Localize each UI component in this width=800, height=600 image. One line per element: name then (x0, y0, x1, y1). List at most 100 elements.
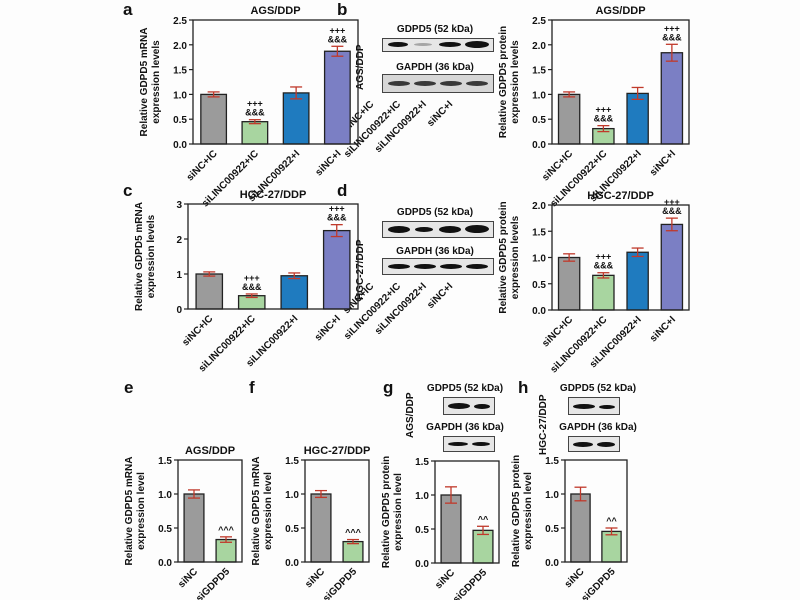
blot-band (597, 442, 615, 447)
significance-label: &&& (594, 114, 614, 124)
blot-band (448, 403, 470, 409)
y-tick-label: 1.5 (532, 66, 546, 77)
blot-band (599, 405, 615, 409)
y-axis-label: Relative GDPD5 mRNA (124, 457, 135, 566)
significance-label: &&& (245, 108, 265, 118)
x-tick-label: siNC (563, 566, 587, 590)
y-tick-label: 1.5 (285, 456, 299, 467)
y-tick-label: 0.0 (532, 306, 546, 317)
y-axis-label: Relative GDPD5 mRNA (139, 28, 150, 137)
blot-band (439, 42, 461, 47)
y-tick-label: 0.5 (158, 524, 172, 535)
y-tick-label: 0.5 (532, 115, 546, 126)
y-tick-label: 1.0 (285, 490, 299, 501)
y-tick-label: 1.5 (532, 227, 546, 238)
blot-band (439, 226, 461, 233)
y-tick-label: 0.0 (158, 558, 172, 569)
y-tick-label: 1.5 (545, 456, 559, 467)
plot-frame (551, 204, 690, 311)
blot-bottom-label: GAPDH (36 kDa) (559, 422, 637, 433)
plot-frame (177, 459, 243, 563)
western-blot-b: AGS/DDP GDPD5 (52 kDa) GAPDH (36 kDa) si… (335, 0, 495, 180)
y-tick-label: 0.0 (545, 558, 559, 569)
chart-title: HGC-27/DDP (304, 445, 371, 457)
blot-bottom-label: GAPDH (36 kDa) (426, 422, 504, 433)
panel-letter-e: e (124, 378, 134, 397)
y-axis-label: Relative GDPD5 protein (498, 201, 509, 313)
bar (282, 92, 310, 145)
blot-band (465, 41, 489, 48)
significance-label: +++ (329, 204, 345, 214)
significance-label: &&& (594, 261, 614, 271)
panel-letter-d: d (337, 181, 348, 200)
y-tick-label: 0.0 (415, 559, 429, 570)
gdpd5-blot-strip (382, 38, 494, 52)
bar (601, 530, 622, 563)
western-blot-g: AGS/DDP GDPD5 (52 kDa) GAPDH (36 kDa) (375, 380, 515, 460)
y-tick-label: 0.5 (415, 525, 429, 536)
blot-band (472, 442, 490, 446)
blot-band (573, 404, 595, 409)
chart-title: HGC-27/DDP (240, 189, 307, 201)
western-blot-d: HGC-27/DDP GDPD5 (52 kDa) GAPDH (36 kDa)… (335, 185, 495, 365)
panel-letter-c: c (123, 181, 133, 200)
significance-label: +++ (595, 105, 611, 115)
western-blot-h: HGC-27/DDP GDPD5 (52 kDa) GAPDH (36 kDa) (520, 380, 660, 460)
blot-top-label: GDPD5 (52 kDa) (396, 24, 474, 35)
y-tick-label: 1.0 (545, 490, 559, 501)
significance-label: +++ (664, 23, 680, 33)
y-tick-label: 1.0 (532, 254, 546, 265)
bar (322, 229, 351, 310)
x-tick-label: siGDPD5 (580, 566, 618, 600)
blot-top-label: GDPD5 (52 kDa) (426, 383, 504, 394)
bar (200, 93, 228, 145)
chart-title: AGS/DDP (185, 445, 235, 457)
blot-band (414, 81, 436, 86)
blot-band (414, 264, 436, 269)
y-axis-label: Relative GDPD5 protein (511, 455, 522, 567)
blot-band (440, 264, 462, 269)
panel-letter-g: g (383, 378, 394, 397)
y-tick-label: 2.5 (532, 16, 546, 27)
blot-bottom-label: GAPDH (36 kDa) (396, 62, 474, 73)
y-tick-label: 1.5 (415, 457, 429, 468)
chart-title: HGC-27/DDP (587, 190, 654, 202)
y-axis-label: expression level (136, 472, 147, 550)
y-tick-label: 1.0 (173, 90, 187, 101)
gapdh-blot-strip (382, 74, 494, 93)
y-axis-label: expression levels (510, 215, 521, 299)
y-tick-label: 2.5 (173, 16, 187, 27)
y-tick-label: 0.0 (173, 140, 187, 151)
gapdh-blot-strip (382, 258, 494, 275)
y-axis-label: Relative GDPD5 mRNA (251, 457, 262, 566)
significance-label: &&& (662, 32, 682, 42)
bar (570, 493, 591, 563)
y-axis-label: expression level (523, 472, 534, 550)
blot-band (465, 225, 489, 233)
y-axis-label: expression levels (510, 40, 521, 124)
panel-letter-f: f (249, 378, 255, 397)
y-tick-label: 2.0 (532, 41, 546, 52)
significance-label: ^^^ (345, 528, 362, 538)
significance-label: +++ (329, 25, 345, 35)
gapdh-blot-strip (443, 436, 495, 452)
significance-label: +++ (595, 252, 611, 262)
y-tick-label: 2.0 (532, 201, 546, 212)
blot-band (466, 81, 488, 86)
y-tick-label: 2.0 (173, 41, 187, 52)
y-tick-label: 1 (176, 270, 182, 281)
blot-band (414, 43, 432, 46)
bar (323, 50, 351, 145)
y-tick-label: 0.5 (285, 524, 299, 535)
panel-letter-h: h (518, 378, 529, 397)
y-tick-label: 3 (176, 200, 182, 211)
y-tick-label: 0 (176, 305, 182, 316)
plot-frame (192, 19, 359, 145)
y-tick-label: 1.5 (173, 66, 187, 77)
y-tick-label: 1.5 (158, 456, 172, 467)
